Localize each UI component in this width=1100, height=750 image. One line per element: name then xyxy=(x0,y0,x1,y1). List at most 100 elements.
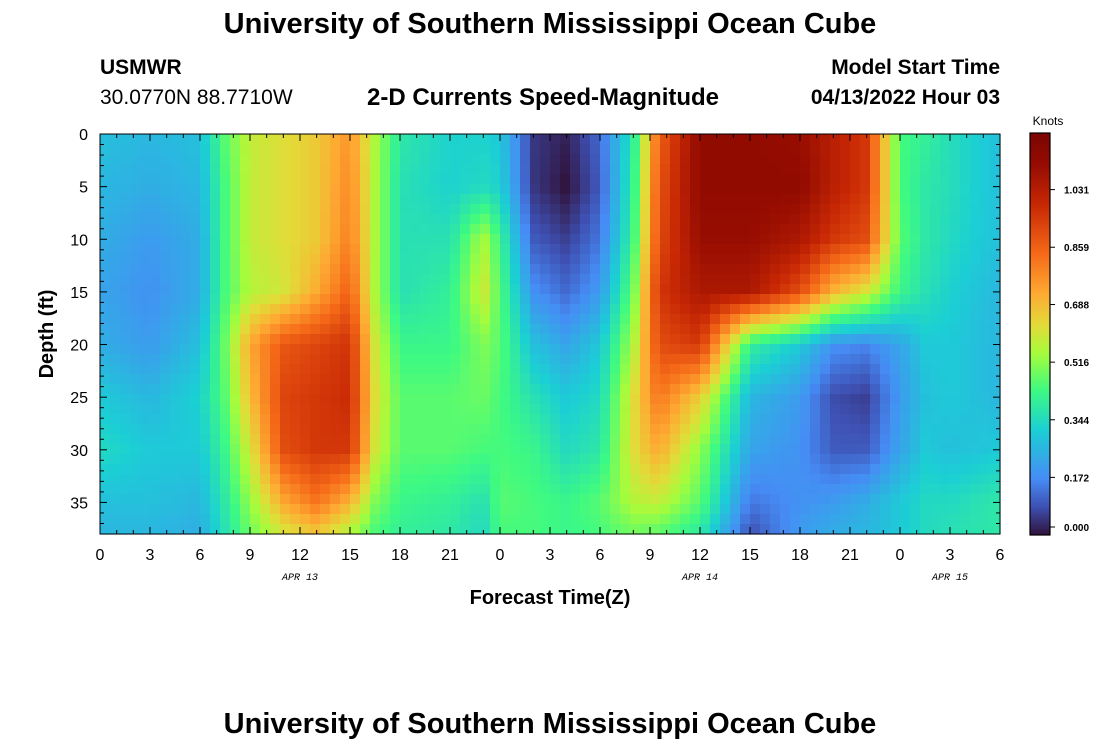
heatmap-cell xyxy=(600,444,611,455)
heatmap-cell xyxy=(230,204,241,215)
heatmap-cell xyxy=(100,144,111,155)
heatmap-cell xyxy=(240,194,251,205)
heatmap-cell xyxy=(120,184,131,195)
heatmap-cell xyxy=(920,344,931,355)
heatmap-cell xyxy=(980,254,991,265)
heatmap-cell xyxy=(350,134,361,145)
heatmap-cell xyxy=(270,454,281,465)
heatmap-cell xyxy=(320,204,331,215)
heatmap-cell xyxy=(850,244,861,255)
heatmap-cell xyxy=(150,274,161,285)
heatmap-cell xyxy=(320,404,331,415)
heatmap-cell xyxy=(380,154,391,165)
heatmap-cell xyxy=(470,204,481,215)
heatmap-cell xyxy=(350,274,361,285)
heatmap-cell xyxy=(730,164,741,175)
heatmap-cell xyxy=(330,164,341,175)
heatmap-cell xyxy=(520,214,531,225)
heatmap-cell xyxy=(980,424,991,435)
heatmap-cell xyxy=(470,244,481,255)
heatmap-cell xyxy=(960,454,971,465)
heatmap-cell xyxy=(150,144,161,155)
heatmap-cell xyxy=(440,304,451,315)
heatmap-cell xyxy=(110,294,121,305)
page-title: University of Southern Mississippi Ocean… xyxy=(223,8,877,40)
heatmap-cell xyxy=(720,274,731,285)
heatmap-cell xyxy=(750,134,761,145)
heatmap-cell xyxy=(960,524,971,535)
heatmap-cell xyxy=(830,344,841,355)
heatmap-cell xyxy=(860,244,871,255)
heatmap-cell xyxy=(280,264,291,275)
heatmap-cell xyxy=(790,214,801,225)
heatmap-cell xyxy=(430,134,441,145)
heatmap-cell xyxy=(460,334,471,345)
heatmap-cell xyxy=(770,414,781,425)
heatmap-cell xyxy=(940,254,951,265)
heatmap-cell xyxy=(370,464,381,475)
heatmap-cell xyxy=(230,364,241,375)
heatmap-cell xyxy=(130,294,141,305)
heatmap-cell xyxy=(960,514,971,525)
heatmap-cell xyxy=(390,314,401,325)
x-tick-label: 0 xyxy=(96,547,105,564)
heatmap-cell xyxy=(820,494,831,505)
heatmap-cell xyxy=(110,284,121,295)
heatmap-cell xyxy=(440,364,451,375)
heatmap-cell xyxy=(120,484,131,495)
heatmap-cell xyxy=(630,154,641,165)
heatmap-cell xyxy=(490,344,501,355)
heatmap-cell xyxy=(300,284,311,295)
heatmap-cell xyxy=(860,214,871,225)
heatmap-cell xyxy=(450,154,461,165)
heatmap-cell xyxy=(580,234,591,245)
heatmap-cell xyxy=(950,404,961,415)
heatmap-cell xyxy=(340,434,351,445)
heatmap-cell xyxy=(700,234,711,245)
heatmap-cell xyxy=(970,194,981,205)
heatmap-cell xyxy=(560,364,571,375)
heatmap-cell xyxy=(420,164,431,175)
heatmap-cell xyxy=(730,504,741,515)
heatmap-cell xyxy=(860,414,871,425)
heatmap-cell xyxy=(450,194,461,205)
heatmap-cell xyxy=(410,384,421,395)
heatmap-cell xyxy=(790,494,801,505)
heatmap-cell xyxy=(530,204,541,215)
heatmap-cell xyxy=(650,404,661,415)
heatmap-cell xyxy=(280,474,291,485)
heatmap-cell xyxy=(190,494,201,505)
heatmap-cell xyxy=(560,434,571,445)
heatmap-cell xyxy=(140,454,151,465)
heatmap-cell xyxy=(510,174,521,185)
heatmap-cell xyxy=(260,264,271,275)
heatmap-cell xyxy=(350,454,361,465)
heatmap-cell xyxy=(450,274,461,285)
heatmap-cell xyxy=(970,414,981,425)
heatmap-cell xyxy=(850,434,861,445)
heatmap-cell xyxy=(240,164,251,175)
heatmap-cell xyxy=(120,244,131,255)
heatmap-cell xyxy=(260,354,271,365)
heatmap-cell xyxy=(920,454,931,465)
heatmap-cell xyxy=(260,144,271,155)
heatmap-cell xyxy=(150,464,161,475)
heatmap-cell xyxy=(800,194,811,205)
heatmap-cell xyxy=(760,524,771,535)
heatmap-cell xyxy=(190,144,201,155)
heatmap-cell xyxy=(380,304,391,315)
heatmap-cell xyxy=(560,184,571,195)
heatmap-cell xyxy=(650,294,661,305)
heatmap-cell xyxy=(210,474,221,485)
heatmap-cell xyxy=(170,344,181,355)
heatmap-cell xyxy=(340,134,351,145)
heatmap-cell xyxy=(170,224,181,235)
heatmap-cell xyxy=(900,174,911,185)
heatmap-cell xyxy=(750,264,761,275)
heatmap-cell xyxy=(600,364,611,375)
heatmap-cell xyxy=(490,214,501,225)
heatmap-cell xyxy=(910,494,921,505)
heatmap-cell xyxy=(960,364,971,375)
heatmap-cell xyxy=(570,394,581,405)
heatmap-cell xyxy=(810,424,821,435)
